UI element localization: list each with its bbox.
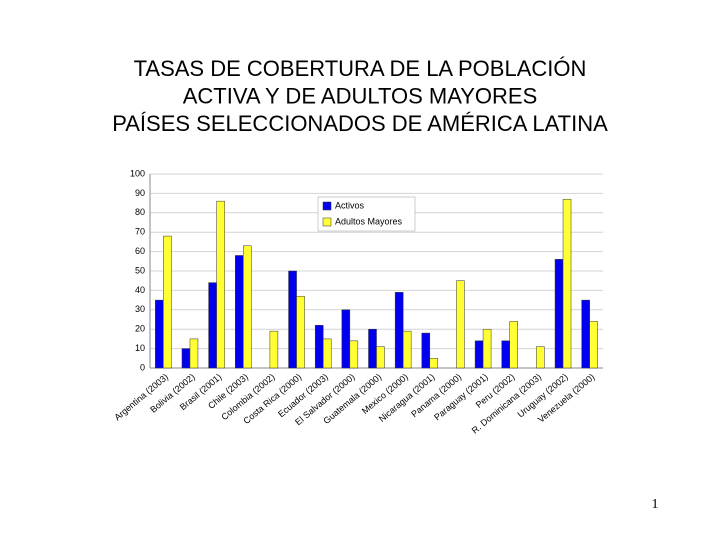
legend-label: Adultos Mayores: [335, 216, 403, 226]
bar: [314, 325, 324, 369]
bar: [181, 348, 191, 369]
bar: [474, 340, 484, 369]
y-tick-label: 70: [135, 227, 145, 237]
y-tick-label: 10: [135, 343, 145, 353]
legend-swatch: [322, 217, 332, 227]
bar: [402, 330, 412, 369]
y-tick-label: 30: [135, 304, 145, 314]
bar: [322, 338, 332, 369]
bar: [562, 198, 572, 369]
bar: [163, 235, 172, 369]
bar: [394, 292, 404, 369]
bar: [208, 282, 217, 369]
bar: [216, 200, 225, 369]
bar: [482, 328, 492, 369]
bar: [155, 299, 164, 369]
bar: [341, 309, 351, 369]
bar: [554, 259, 564, 369]
legend-box: [317, 196, 416, 232]
bar: [421, 332, 431, 369]
y-tick-label: 50: [135, 265, 145, 275]
page-number: 1: [652, 497, 659, 512]
bar: [429, 358, 439, 369]
y-tick-label: 90: [135, 188, 145, 198]
bar: [589, 321, 598, 369]
y-tick-label: 60: [135, 246, 145, 256]
chart-title: PAÍSES SELECCIONADOS DE AMÉRICA LATINA: [112, 111, 608, 136]
y-tick-label: 20: [135, 324, 145, 334]
y-tick-label: 40: [135, 285, 145, 295]
bar: [288, 270, 297, 369]
legend-swatch: [322, 201, 332, 211]
bar: [536, 346, 545, 369]
bar: [243, 245, 252, 369]
y-tick-label: 100: [130, 168, 145, 178]
bar: [456, 280, 465, 369]
bar: [509, 321, 518, 369]
bar: [189, 338, 199, 369]
chart-title: TASAS DE COBERTURA DE LA POBLACIÓN: [134, 56, 587, 81]
bar: [349, 340, 359, 369]
chart-title: ACTIVA Y DE ADULTOS MAYORES: [183, 83, 538, 108]
bar: [501, 340, 510, 369]
bar: [581, 299, 590, 369]
bar: [269, 330, 279, 369]
bar: [296, 295, 305, 369]
y-tick-label: 80: [135, 207, 145, 217]
bar: [235, 255, 244, 369]
y-tick-label: 0: [140, 362, 145, 372]
legend-label: Activos: [335, 200, 365, 210]
bar: [368, 328, 377, 369]
bar: [376, 346, 385, 369]
